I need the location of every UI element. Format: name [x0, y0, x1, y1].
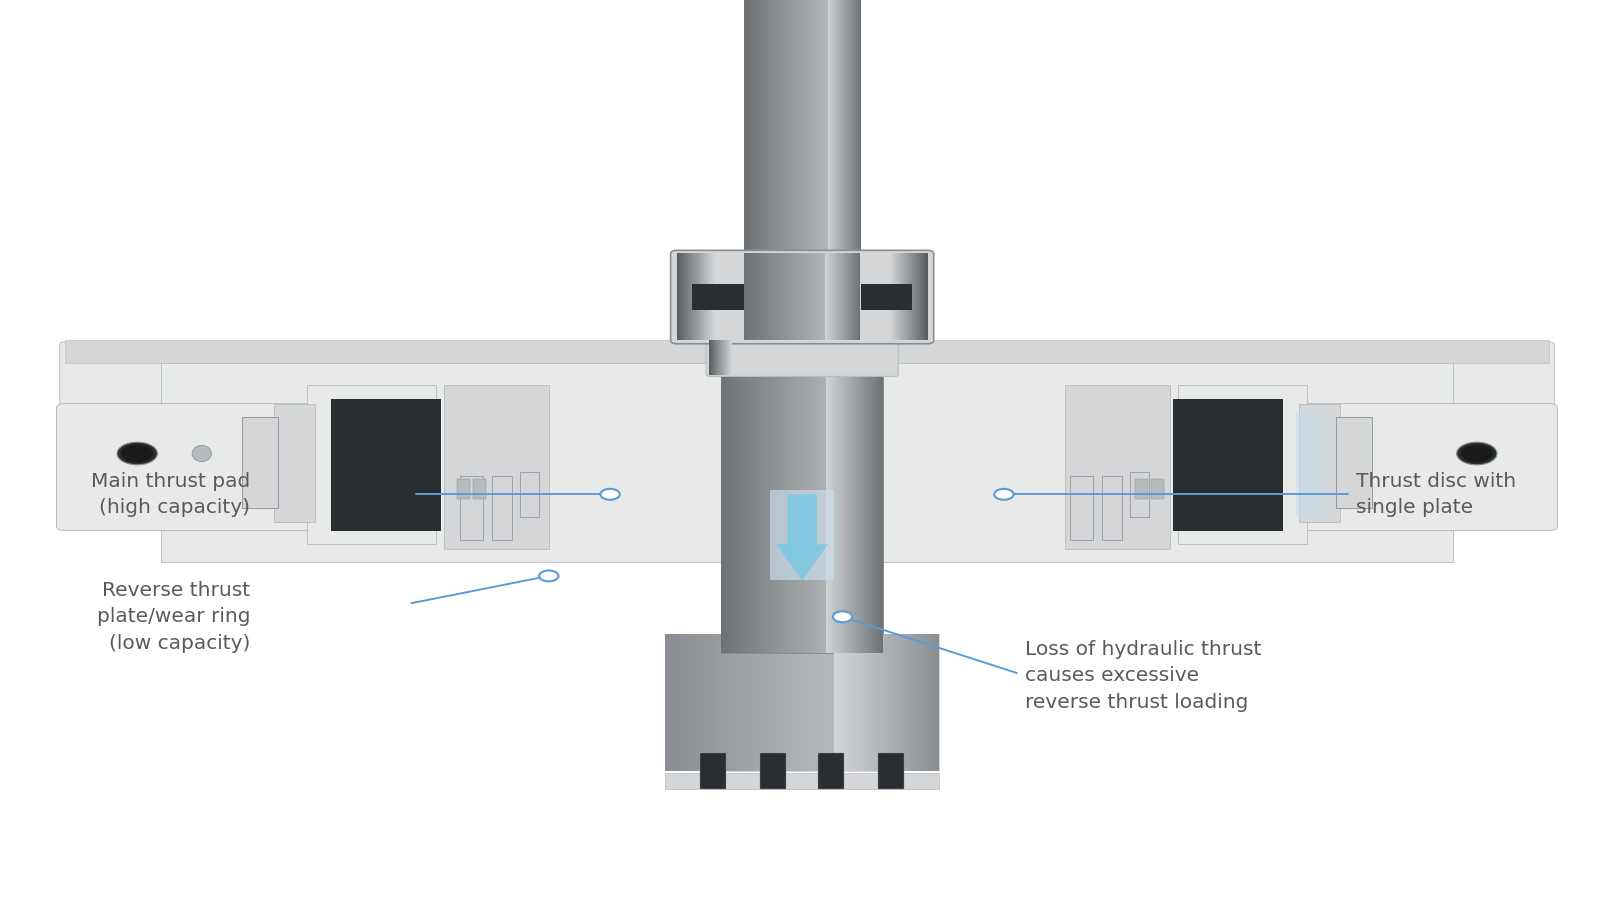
Bar: [457, 479, 470, 499]
FancyBboxPatch shape: [60, 342, 1554, 411]
Bar: [1178, 385, 1307, 544]
Bar: [307, 385, 436, 544]
Bar: [1065, 385, 1170, 549]
FancyBboxPatch shape: [705, 338, 897, 376]
Bar: [878, 753, 904, 789]
Bar: [744, 0, 751, 286]
Text: Thrust disc with
single plate: Thrust disc with single plate: [1356, 472, 1516, 517]
Bar: [1151, 479, 1164, 499]
Text: Loss of hydraulic thrust
causes excessive
reverse thrust loading: Loss of hydraulic thrust causes excessiv…: [1025, 639, 1261, 712]
Bar: [1130, 472, 1149, 517]
Bar: [161, 363, 1453, 562]
Ellipse shape: [121, 444, 153, 463]
Circle shape: [994, 489, 1014, 500]
Circle shape: [600, 489, 620, 500]
Bar: [1102, 476, 1122, 540]
Bar: [744, 254, 860, 340]
Bar: [520, 472, 539, 517]
FancyBboxPatch shape: [56, 404, 315, 531]
Bar: [1135, 479, 1148, 499]
Ellipse shape: [192, 445, 211, 462]
Bar: [1299, 404, 1340, 522]
FancyBboxPatch shape: [670, 250, 933, 344]
Bar: [444, 385, 549, 549]
Bar: [473, 479, 486, 499]
Bar: [818, 753, 844, 789]
Bar: [855, 340, 1549, 363]
Circle shape: [833, 611, 852, 622]
Bar: [1336, 417, 1372, 508]
Bar: [460, 476, 483, 540]
Ellipse shape: [116, 443, 158, 464]
Bar: [1070, 476, 1093, 540]
Bar: [331, 399, 441, 531]
Bar: [1173, 399, 1283, 531]
Text: Main thrust pad
(high capacity): Main thrust pad (high capacity): [90, 472, 250, 517]
Bar: [65, 340, 759, 363]
FancyBboxPatch shape: [1299, 404, 1558, 531]
Ellipse shape: [1456, 443, 1498, 464]
Bar: [274, 404, 315, 522]
Polygon shape: [665, 635, 939, 771]
Text: Reverse thrust
plate/wear ring
(low capacity): Reverse thrust plate/wear ring (low capa…: [97, 580, 250, 653]
Bar: [242, 417, 278, 508]
Bar: [721, 345, 883, 653]
Bar: [700, 753, 726, 789]
Bar: [692, 284, 912, 310]
Bar: [665, 773, 939, 789]
Circle shape: [539, 571, 558, 581]
Bar: [760, 753, 786, 789]
Bar: [1296, 413, 1325, 517]
Ellipse shape: [1461, 444, 1493, 463]
FancyArrow shape: [776, 494, 828, 580]
Bar: [770, 490, 834, 580]
Bar: [492, 476, 512, 540]
